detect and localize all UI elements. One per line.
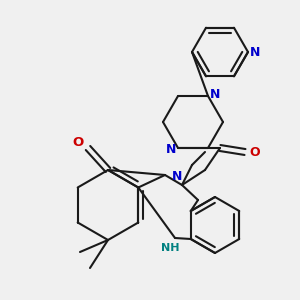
Text: NH: NH — [161, 243, 179, 253]
Text: N: N — [210, 88, 220, 100]
Text: N: N — [250, 46, 260, 59]
Text: N: N — [172, 170, 182, 184]
Text: O: O — [250, 146, 260, 158]
Text: O: O — [72, 136, 84, 149]
Text: N: N — [166, 143, 176, 157]
